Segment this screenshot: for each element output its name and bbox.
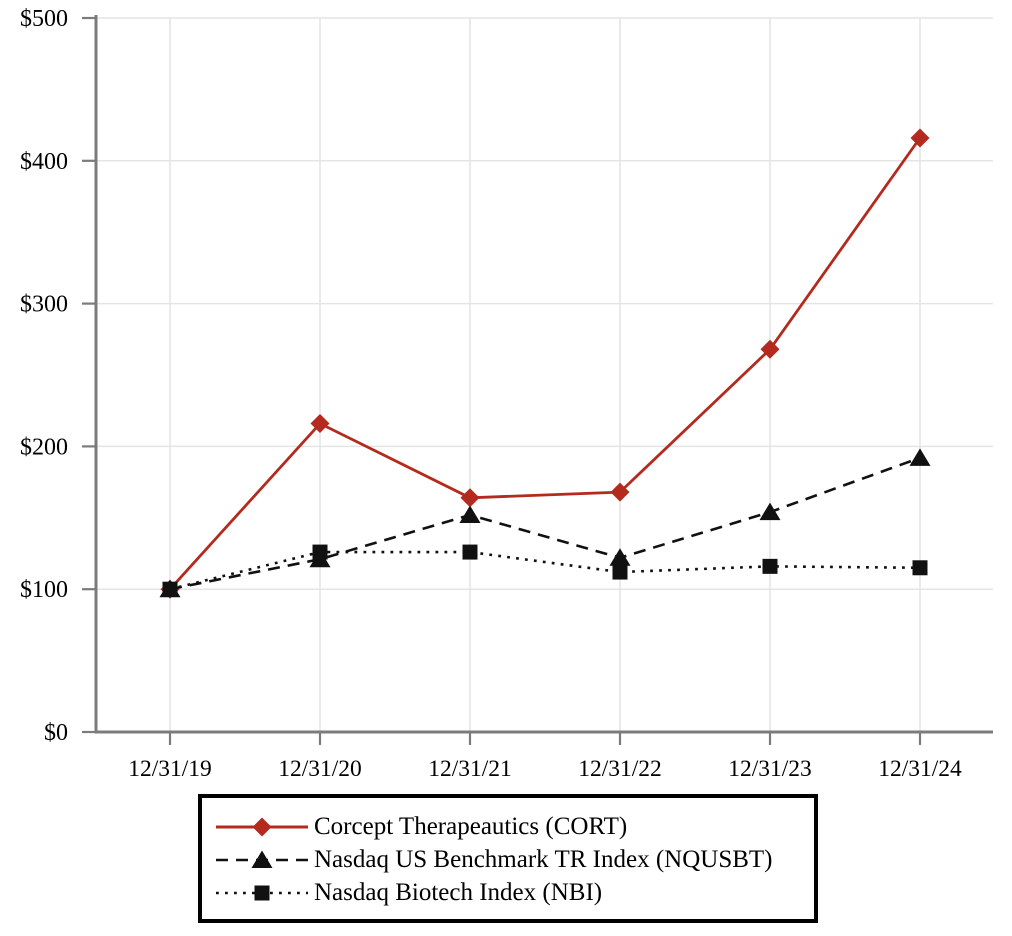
series-1 — [159, 448, 931, 598]
series-0 — [160, 128, 930, 599]
nqusbt-dashed-line-triangle-icon — [216, 850, 308, 868]
x-tick-labels: 12/31/19 12/31/20 12/31/21 12/31/22 12/31/23… — [128, 756, 962, 782]
svg-text:$300: $300 — [20, 292, 68, 318]
legend-label-nqusbt: Nasdaq US Benchmark TR Index (NQUSBT) — [314, 846, 773, 873]
legend-item-nqusbt: Nasdaq US Benchmark TR Index (NQUSBT) — [216, 843, 808, 876]
svg-text:12/31/24: 12/31/24 — [878, 756, 962, 782]
y-gridlines — [96, 17, 993, 590]
legend-item-nbi: Nasdaq Biotech Index (NBI) — [216, 876, 808, 909]
svg-text:$500: $500 — [20, 6, 68, 32]
legend-label-nbi: Nasdaq Biotech Index (NBI) — [314, 879, 603, 906]
svg-text:$200: $200 — [20, 434, 68, 460]
x-gridlines — [169, 18, 921, 732]
y-tick-labels: $0 $100 $200 $300 $400 $500 — [20, 6, 68, 746]
svg-text:12/31/22: 12/31/22 — [578, 756, 662, 782]
svg-text:12/31/19: 12/31/19 — [128, 756, 212, 782]
svg-text:$400: $400 — [20, 149, 68, 175]
chart-area: $0 $100 $200 $300 $400 $500 12/31/19 12/31/20 12… — [20, 6, 993, 782]
svg-text:12/31/20: 12/31/20 — [278, 756, 362, 782]
axis-ticks — [82, 16, 922, 745]
svg-text:12/31/21: 12/31/21 — [428, 756, 512, 782]
svg-text:$0: $0 — [44, 720, 68, 746]
svg-text:12/31/23: 12/31/23 — [728, 756, 812, 782]
legend-item-cort: Corcept Therapeautics (CORT) — [216, 810, 808, 843]
nbi-dotted-line-square-icon — [216, 885, 308, 900]
legend-label-cort: Corcept Therapeautics (CORT) — [314, 813, 628, 840]
chart-legend: Corcept Therapeautics (CORT) Nasdaq US B… — [198, 794, 818, 923]
svg-text:$100: $100 — [20, 577, 68, 603]
series-2 — [162, 544, 928, 597]
cort-solid-line-diamond-icon — [216, 817, 308, 836]
axes — [94, 15, 993, 734]
